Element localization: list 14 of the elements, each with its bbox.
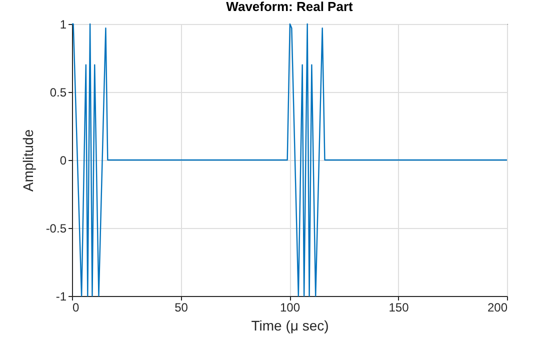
x-tick-label: 50 — [174, 300, 188, 314]
x-tick-label: 150 — [388, 300, 410, 314]
y-axis-title: Amplitude — [20, 129, 36, 192]
y-tick-label: -0.5 — [46, 222, 67, 236]
y-tick-label: 0 — [60, 154, 67, 168]
line-series — [71, 23, 508, 297]
y-tick-label: -1 — [56, 290, 67, 304]
x-tick-label: 100 — [280, 300, 300, 314]
x-axis-title: Time (μ sec) — [251, 318, 329, 334]
y-tick-label: 1 — [60, 18, 67, 32]
x-tick-label: 200 — [487, 300, 508, 314]
chart-title: Waveform: Real Part — [226, 0, 354, 14]
x-tick-label: 0 — [72, 300, 80, 314]
y-tick-label: 0.5 — [50, 86, 67, 100]
